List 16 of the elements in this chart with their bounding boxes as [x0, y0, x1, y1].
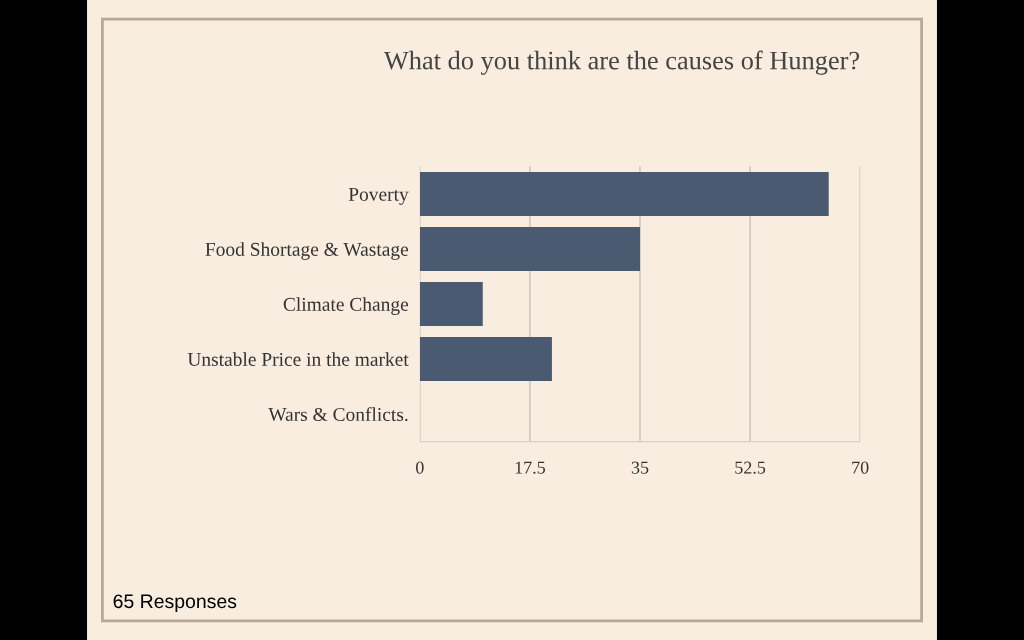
bar — [419, 337, 552, 382]
bar — [419, 171, 829, 216]
y-tick-label: Wars & Conflicts. — [268, 407, 408, 422]
x-tick-label: 0 — [416, 461, 424, 474]
x-tick-label: 70 — [852, 461, 869, 474]
bar — [419, 226, 640, 271]
y-tick-label: Climate Change — [283, 297, 409, 315]
bar — [419, 281, 483, 327]
chart-title: What do you think are the causes of Hunger? — [383, 50, 860, 75]
text: 65 Responses — [113, 594, 237, 613]
x-tick-label: 52.5 — [735, 461, 766, 474]
y-tick-label: Food Shortage & Wastage — [205, 242, 409, 260]
x-tick-label: 17.5 — [515, 461, 546, 474]
y-tick-label: Poverty — [348, 187, 409, 205]
x-tick-label: 35 — [631, 461, 649, 474]
y-tick-label: Unstable Price in the market — [187, 352, 409, 366]
